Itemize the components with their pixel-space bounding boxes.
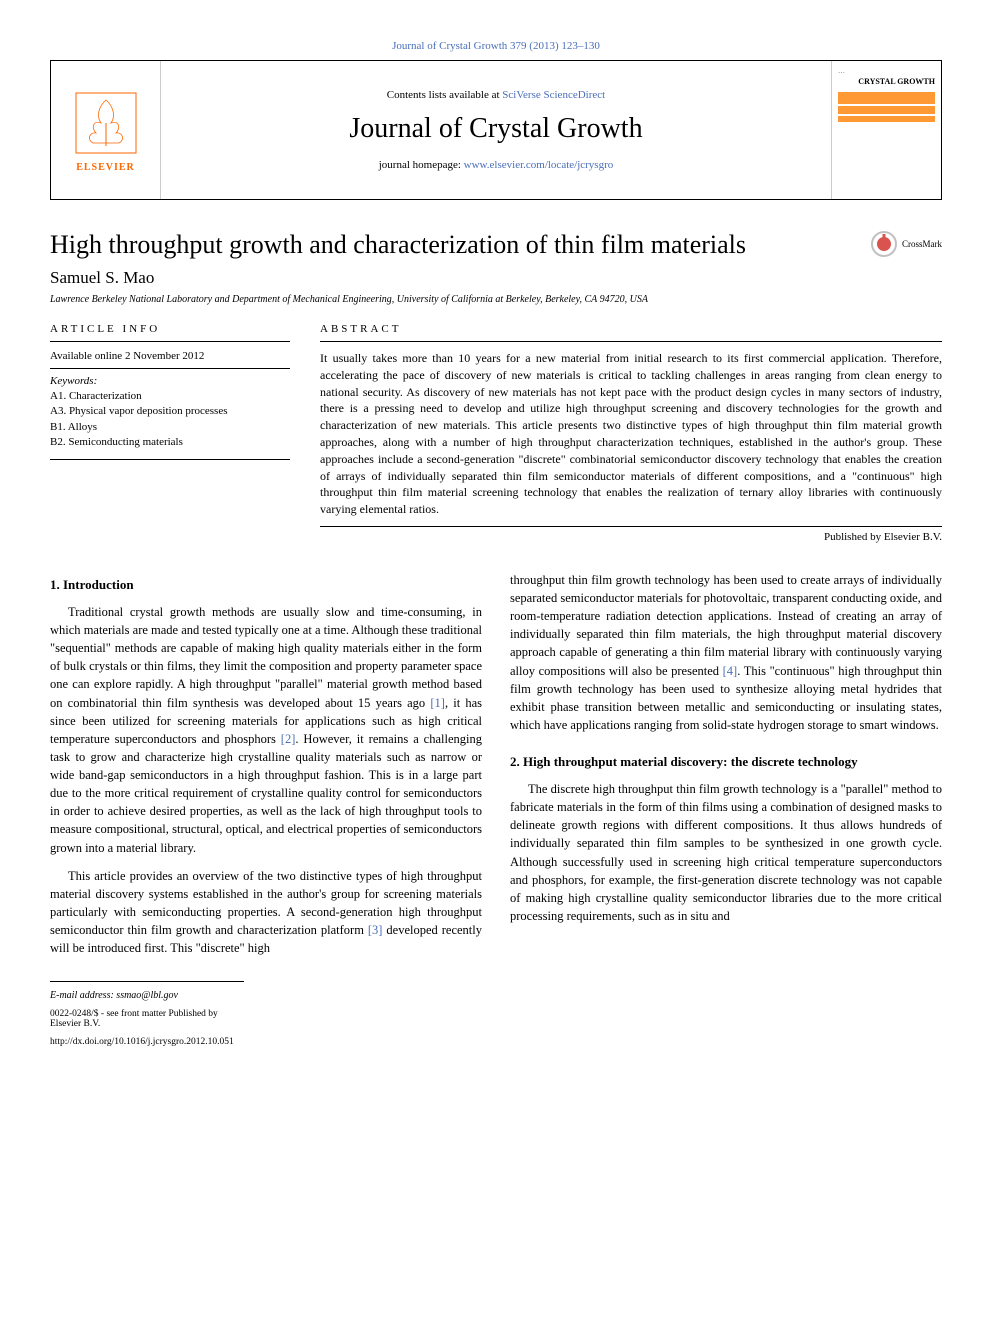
abstract-heading: ABSTRACT bbox=[320, 323, 942, 342]
page-footer: E-mail address: ssmao@lbl.gov 0022-0248/… bbox=[50, 981, 244, 1047]
contents-prefix: Contents lists available at bbox=[387, 89, 502, 101]
journal-header: ELSEVIER Contents lists available at Sci… bbox=[50, 60, 942, 200]
elsevier-logo: ELSEVIER bbox=[51, 61, 161, 199]
sciencedirect-link[interactable]: SciVerse ScienceDirect bbox=[502, 89, 605, 101]
contents-available-line: Contents lists available at SciVerse Sci… bbox=[387, 89, 605, 101]
elsevier-tree-icon bbox=[71, 88, 141, 158]
header-center: Contents lists available at SciVerse Sci… bbox=[161, 61, 831, 199]
section-1-heading: 1. Introduction bbox=[50, 577, 482, 593]
keyword-item: B1. Alloys bbox=[50, 420, 290, 435]
keyword-item: A1. Characterization bbox=[50, 389, 290, 404]
ref-link-4[interactable]: [4] bbox=[723, 664, 738, 678]
article-info-block: ARTICLE INFO Available online 2 November… bbox=[50, 323, 290, 543]
right-column: throughput thin film growth technology h… bbox=[510, 571, 942, 1047]
article-info-heading: ARTICLE INFO bbox=[50, 323, 290, 342]
crossmark-label: CrossMark bbox=[902, 239, 942, 249]
available-online-date: Available online 2 November 2012 bbox=[50, 350, 290, 369]
ref-link-3[interactable]: [3] bbox=[368, 923, 383, 937]
crossmark-badge[interactable]: CrossMark bbox=[870, 230, 942, 258]
keywords-label: Keywords: bbox=[50, 375, 290, 387]
body-columns: 1. Introduction Traditional crystal grow… bbox=[50, 571, 942, 1047]
intro-paragraph-2: This article provides an overview of the… bbox=[50, 867, 482, 958]
author-name: Samuel S. Mao bbox=[50, 268, 942, 288]
abstract-block: ABSTRACT It usually takes more than 10 y… bbox=[320, 323, 942, 543]
left-column: 1. Introduction Traditional crystal grow… bbox=[50, 571, 482, 1047]
keyword-item: A3. Physical vapor deposition processes bbox=[50, 404, 290, 419]
intro-paragraph-1: Traditional crystal growth methods are u… bbox=[50, 603, 482, 857]
section-2-heading: 2. High throughput material discovery: t… bbox=[510, 754, 942, 770]
copyright-line: 0022-0248/$ - see front matter Published… bbox=[50, 1009, 244, 1029]
intro-paragraph-3: throughput thin film growth technology h… bbox=[510, 571, 942, 734]
elsevier-brand-text: ELSEVIER bbox=[76, 162, 135, 173]
homepage-prefix: journal homepage: bbox=[379, 159, 464, 171]
cover-small-text: … bbox=[838, 67, 935, 75]
keyword-item: B2. Semiconducting materials bbox=[50, 435, 290, 450]
article-title: High throughput growth and characterizat… bbox=[50, 230, 870, 260]
ref-link-2[interactable]: [2] bbox=[281, 732, 296, 746]
keywords-block: Keywords: A1. Characterization A3. Physi… bbox=[50, 375, 290, 460]
author-affiliation: Lawrence Berkeley National Laboratory an… bbox=[50, 294, 942, 305]
homepage-link[interactable]: www.elsevier.com/locate/jcrysgro bbox=[464, 159, 614, 171]
crossmark-icon bbox=[870, 230, 898, 258]
email-line: E-mail address: ssmao@lbl.gov bbox=[50, 990, 244, 1001]
homepage-line: journal homepage: www.elsevier.com/locat… bbox=[379, 159, 614, 171]
email-label: E-mail address: bbox=[50, 990, 116, 1001]
publisher-line: Published by Elsevier B.V. bbox=[320, 531, 942, 543]
doi-line: http://dx.doi.org/10.1016/j.jcrysgro.201… bbox=[50, 1037, 244, 1047]
cover-bars-graphic bbox=[838, 92, 935, 143]
abstract-text: It usually takes more than 10 years for … bbox=[320, 350, 942, 527]
cover-brand-text: CRYSTAL GROWTH bbox=[838, 77, 935, 86]
author-email: ssmao@lbl.gov bbox=[116, 990, 178, 1001]
journal-citation-link[interactable]: Journal of Crystal Growth 379 (2013) 123… bbox=[50, 40, 942, 52]
section-2-paragraph-1: The discrete high throughput thin film g… bbox=[510, 780, 942, 925]
citation-link[interactable]: Journal of Crystal Growth 379 (2013) 123… bbox=[392, 40, 600, 52]
journal-cover-thumbnail: … CRYSTAL GROWTH bbox=[831, 61, 941, 199]
ref-link-1[interactable]: [1] bbox=[430, 696, 445, 710]
journal-name: Journal of Crystal Growth bbox=[349, 113, 642, 145]
